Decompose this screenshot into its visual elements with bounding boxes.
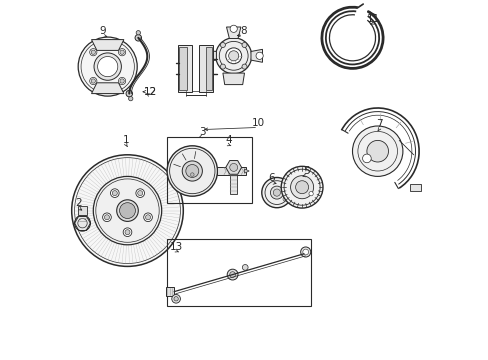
Circle shape (89, 49, 97, 56)
Circle shape (118, 77, 125, 85)
Circle shape (242, 265, 247, 270)
Circle shape (138, 190, 142, 195)
Polygon shape (199, 45, 213, 92)
Circle shape (228, 51, 238, 61)
Circle shape (302, 249, 308, 255)
Circle shape (143, 213, 152, 222)
Circle shape (125, 230, 130, 235)
Polygon shape (91, 83, 123, 94)
Bar (78, 206, 87, 215)
Circle shape (135, 35, 141, 41)
Circle shape (182, 161, 202, 181)
Text: 3: 3 (198, 127, 205, 137)
Circle shape (230, 25, 237, 32)
Circle shape (300, 247, 310, 257)
Circle shape (256, 52, 263, 59)
Circle shape (229, 272, 235, 278)
Polygon shape (244, 169, 249, 173)
Circle shape (225, 48, 241, 64)
Bar (167, 239, 310, 306)
Circle shape (174, 297, 178, 301)
Circle shape (118, 49, 125, 56)
Polygon shape (223, 73, 244, 85)
Text: 2: 2 (75, 198, 81, 208)
Circle shape (128, 96, 133, 101)
Circle shape (185, 165, 199, 177)
Text: 12: 12 (144, 87, 157, 97)
Circle shape (290, 176, 313, 199)
Polygon shape (204, 50, 216, 61)
Polygon shape (217, 167, 246, 175)
Circle shape (102, 213, 111, 222)
Circle shape (273, 189, 280, 196)
Circle shape (145, 215, 150, 220)
Circle shape (120, 50, 124, 54)
Text: 13: 13 (169, 242, 183, 252)
Circle shape (136, 31, 140, 35)
Text: 5: 5 (303, 166, 309, 176)
Circle shape (220, 64, 225, 69)
Circle shape (94, 53, 121, 80)
Circle shape (242, 64, 246, 69)
Text: 4: 4 (224, 135, 231, 145)
Text: 10: 10 (251, 118, 264, 128)
Circle shape (126, 90, 132, 97)
Circle shape (98, 57, 118, 77)
Polygon shape (178, 47, 186, 90)
Circle shape (104, 215, 109, 220)
Circle shape (227, 269, 238, 280)
Bar (167, 137, 251, 203)
Polygon shape (409, 184, 420, 191)
Circle shape (308, 192, 313, 196)
Polygon shape (178, 45, 192, 92)
Circle shape (171, 294, 180, 303)
Circle shape (89, 77, 97, 85)
Circle shape (110, 189, 119, 197)
Circle shape (283, 197, 286, 201)
Text: 8: 8 (240, 26, 246, 36)
Circle shape (112, 190, 117, 195)
Circle shape (123, 228, 132, 237)
Polygon shape (205, 47, 212, 90)
Circle shape (295, 181, 308, 194)
Circle shape (366, 140, 387, 162)
Text: 9: 9 (100, 26, 106, 36)
Circle shape (136, 189, 144, 197)
Polygon shape (91, 40, 123, 50)
Circle shape (220, 42, 225, 48)
Text: 11: 11 (366, 14, 379, 24)
Polygon shape (250, 49, 262, 62)
Text: 1: 1 (122, 135, 129, 145)
Circle shape (117, 200, 138, 221)
Circle shape (91, 50, 95, 54)
Text: 6: 6 (267, 173, 274, 183)
Circle shape (93, 176, 162, 245)
Circle shape (242, 42, 246, 48)
Circle shape (78, 37, 137, 96)
Circle shape (91, 79, 95, 83)
Text: 7: 7 (375, 119, 382, 129)
Circle shape (72, 155, 183, 266)
Circle shape (167, 146, 217, 196)
Circle shape (261, 177, 291, 208)
Circle shape (362, 154, 370, 163)
Circle shape (352, 126, 402, 176)
Circle shape (120, 79, 124, 83)
Polygon shape (230, 175, 237, 194)
Polygon shape (226, 27, 241, 39)
Circle shape (75, 215, 90, 231)
Circle shape (229, 163, 237, 171)
Circle shape (270, 186, 283, 199)
Circle shape (215, 38, 251, 74)
Circle shape (281, 166, 322, 208)
Polygon shape (166, 287, 174, 296)
Circle shape (190, 173, 194, 176)
Circle shape (120, 203, 135, 219)
Text: 12: 12 (144, 87, 157, 97)
